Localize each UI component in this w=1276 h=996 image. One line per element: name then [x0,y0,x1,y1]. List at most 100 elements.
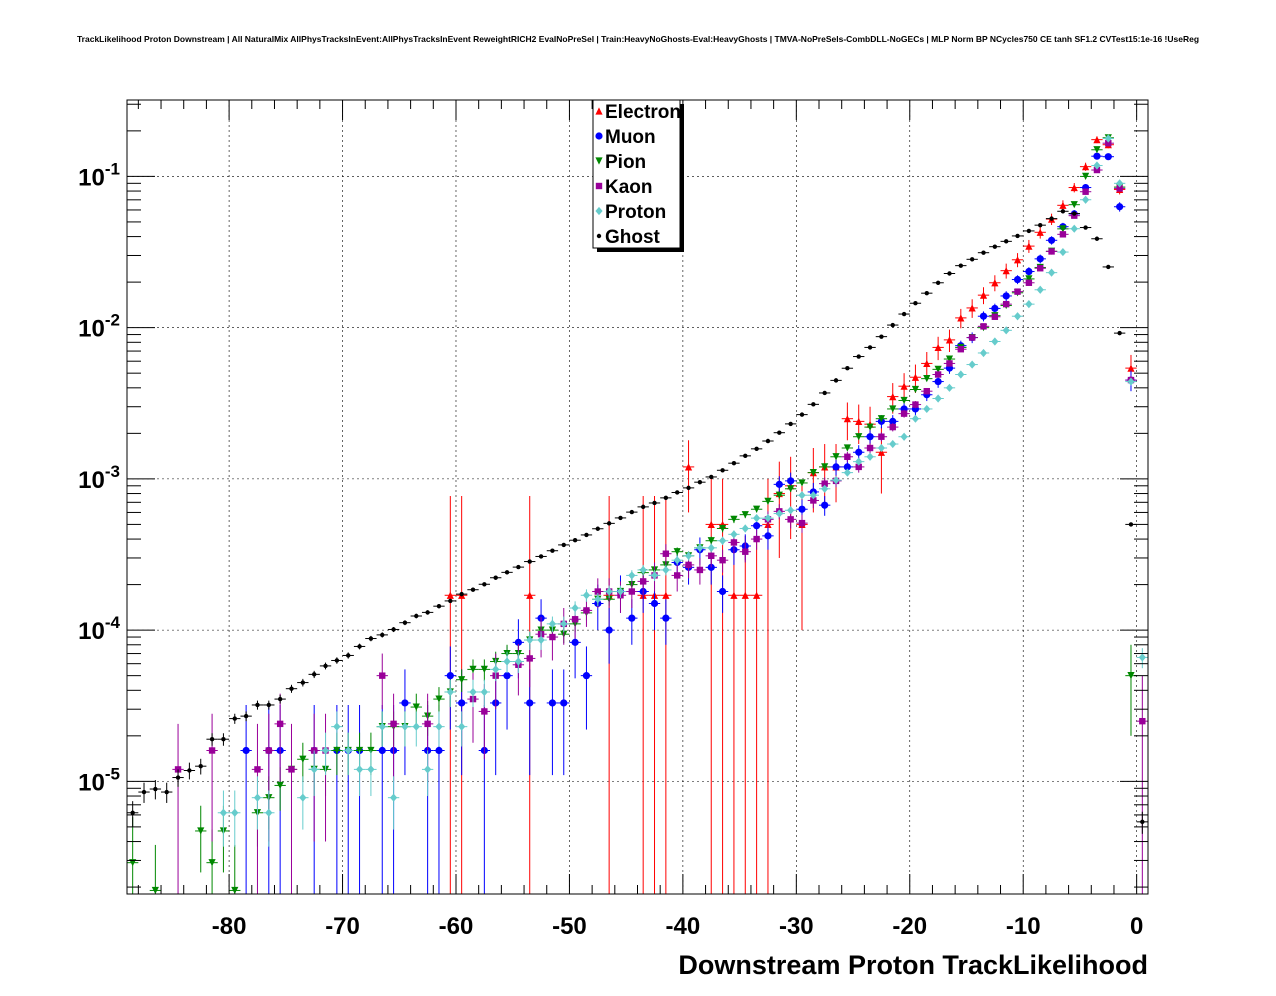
data-point [435,746,443,755]
data-point [435,695,443,703]
data-point [765,438,771,444]
data-point [684,463,693,471]
data-point [344,746,352,755]
data-point [866,452,874,461]
legend-marker [595,157,603,165]
data-point [571,616,579,623]
data-point [832,463,840,471]
data-point [493,575,498,580]
data-point [333,746,341,755]
data-point [1072,211,1077,216]
data-point [877,443,886,453]
data-point [616,587,625,596]
data-point [606,521,612,526]
data-point [934,371,942,378]
data-point [504,570,510,575]
data-point [582,672,591,680]
data-point [1047,236,1056,244]
data-point [843,468,851,477]
data-point [255,702,260,708]
series-ghost [127,209,1148,834]
data-point [1105,139,1112,147]
data-point [594,595,602,604]
data-point [843,444,851,452]
data-point [1138,653,1146,662]
data-point [412,703,420,711]
data-point [571,638,579,646]
data-point [175,775,181,780]
data-point [1037,265,1044,272]
x-tick-label: -20 [892,913,927,940]
data-point [231,808,239,817]
data-point [969,257,975,262]
legend-label: Pion [605,152,646,173]
data-point [684,551,693,560]
data-point [777,430,782,435]
data-point [514,657,522,666]
data-point [663,495,669,501]
series-muon [240,152,1137,894]
data-point [1025,300,1033,309]
data-point [934,343,942,352]
data-point [446,591,454,599]
data-point [742,548,749,555]
data-point [787,485,795,493]
data-point [1015,233,1020,239]
data-point [1059,247,1067,257]
data-point [855,457,863,466]
data-point [889,405,897,413]
data-point [1038,222,1043,228]
data-point [446,672,454,680]
data-point [709,474,714,480]
x-tick-label: -70 [325,913,360,940]
data-point [1127,672,1135,680]
data-point [935,280,941,285]
data-point [991,313,999,320]
data-point [435,722,443,731]
data-point [731,460,737,466]
data-point [1036,228,1044,236]
data-point [469,665,477,673]
legend-label: Kaon [605,177,653,198]
data-point [232,716,237,721]
data-point [877,448,886,456]
x-tick-label: 0 [1130,913,1143,940]
data-point [764,514,772,523]
data-point [424,765,432,774]
data-point [650,571,659,580]
data-point [469,687,477,697]
data-point [1013,312,1022,321]
data-point [923,375,931,383]
data-point [662,565,670,575]
data-point [718,536,727,545]
data-point [1082,195,1090,204]
y-tick-label: 10-4 [78,613,120,645]
data-point [753,591,761,599]
data-point [686,485,691,491]
data-point [889,439,897,449]
data-point [992,244,998,249]
data-point [1002,326,1010,335]
data-point [945,383,954,392]
data-point [911,385,920,394]
data-point [968,334,976,341]
data-point [459,591,464,597]
data-point [1139,717,1146,725]
data-point [594,588,601,595]
data-point [526,635,534,645]
data-point [764,532,772,540]
data-point [605,587,613,596]
data-point [640,504,646,510]
data-point [991,304,999,313]
data-point [866,444,874,452]
data-point [1128,522,1134,527]
data-point [560,619,568,628]
data-point [401,722,409,731]
data-point [1025,242,1033,250]
data-point [867,345,873,350]
data-point [775,491,783,499]
data-point [696,566,704,574]
data-point [1025,275,1033,283]
data-point [141,789,147,795]
x-tick-label: -80 [212,913,247,940]
